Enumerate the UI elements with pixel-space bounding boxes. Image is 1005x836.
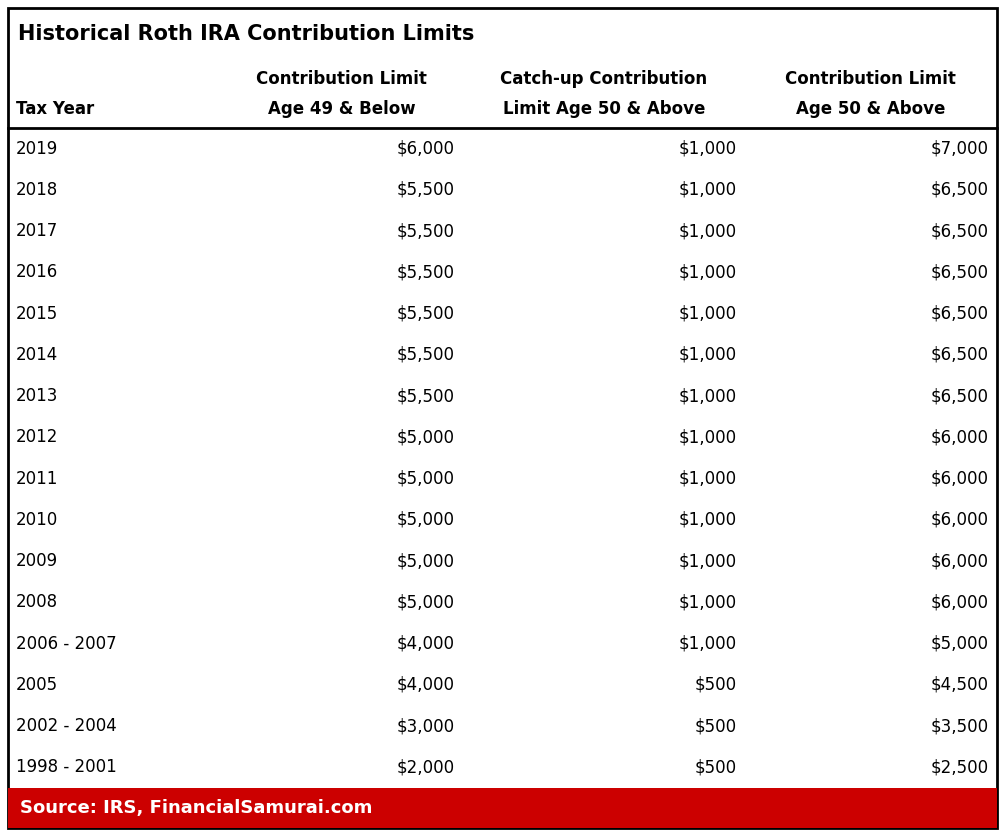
Text: $6,000: $6,000 — [931, 594, 989, 611]
Text: 2013: 2013 — [16, 387, 58, 405]
Text: $5,500: $5,500 — [397, 387, 455, 405]
Text: $5,500: $5,500 — [397, 304, 455, 323]
Text: $6,000: $6,000 — [931, 428, 989, 446]
Text: $1,000: $1,000 — [678, 594, 737, 611]
Text: 2011: 2011 — [16, 470, 58, 487]
Bar — [8, 788, 997, 828]
Text: 2005: 2005 — [16, 675, 58, 694]
Text: $5,500: $5,500 — [397, 222, 455, 240]
Text: $500: $500 — [694, 717, 737, 735]
Text: $5,500: $5,500 — [397, 181, 455, 199]
Text: $500: $500 — [694, 675, 737, 694]
Text: Historical Roth IRA Contribution Limits: Historical Roth IRA Contribution Limits — [18, 24, 474, 44]
Text: $3,000: $3,000 — [397, 717, 455, 735]
Text: Limit Age 50 & Above: Limit Age 50 & Above — [502, 100, 706, 118]
Text: 2016: 2016 — [16, 263, 58, 282]
Text: $5,000: $5,000 — [397, 552, 455, 570]
Text: 1998 - 2001: 1998 - 2001 — [16, 758, 117, 777]
Text: $1,000: $1,000 — [678, 140, 737, 158]
Text: $1,000: $1,000 — [678, 552, 737, 570]
Text: $2,500: $2,500 — [931, 758, 989, 777]
Text: Age 50 & Above: Age 50 & Above — [796, 100, 946, 118]
Text: $7,000: $7,000 — [931, 140, 989, 158]
Text: $4,000: $4,000 — [397, 675, 455, 694]
Text: $1,000: $1,000 — [678, 511, 737, 529]
Text: $500: $500 — [694, 758, 737, 777]
Text: $1,000: $1,000 — [678, 181, 737, 199]
Text: $4,500: $4,500 — [931, 675, 989, 694]
Text: $6,000: $6,000 — [931, 552, 989, 570]
Text: $1,000: $1,000 — [678, 304, 737, 323]
Text: Contribution Limit: Contribution Limit — [256, 70, 427, 88]
Text: $1,000: $1,000 — [678, 387, 737, 405]
Text: $5,000: $5,000 — [397, 511, 455, 529]
Text: Tax Year: Tax Year — [16, 100, 94, 118]
Text: 2012: 2012 — [16, 428, 58, 446]
Text: 2009: 2009 — [16, 552, 58, 570]
Text: 2010: 2010 — [16, 511, 58, 529]
Text: $6,500: $6,500 — [931, 222, 989, 240]
Text: Source: IRS, FinancialSamurai.com: Source: IRS, FinancialSamurai.com — [20, 799, 373, 817]
Text: $6,500: $6,500 — [931, 181, 989, 199]
Text: 2017: 2017 — [16, 222, 58, 240]
Text: Age 49 & Below: Age 49 & Below — [268, 100, 416, 118]
Text: $1,000: $1,000 — [678, 263, 737, 282]
Text: $3,500: $3,500 — [931, 717, 989, 735]
Text: $6,500: $6,500 — [931, 263, 989, 282]
Text: $5,000: $5,000 — [397, 428, 455, 446]
Text: Catch-up Contribution: Catch-up Contribution — [500, 70, 708, 88]
Text: $6,500: $6,500 — [931, 304, 989, 323]
Text: 2008: 2008 — [16, 594, 58, 611]
Text: $1,000: $1,000 — [678, 222, 737, 240]
Text: $2,000: $2,000 — [397, 758, 455, 777]
Text: $1,000: $1,000 — [678, 470, 737, 487]
Text: $6,500: $6,500 — [931, 387, 989, 405]
Text: $5,500: $5,500 — [397, 263, 455, 282]
Text: $6,000: $6,000 — [931, 511, 989, 529]
Text: $5,000: $5,000 — [397, 594, 455, 611]
Text: 2019: 2019 — [16, 140, 58, 158]
Text: $6,500: $6,500 — [931, 346, 989, 364]
Text: $5,000: $5,000 — [931, 635, 989, 653]
Text: 2006 - 2007: 2006 - 2007 — [16, 635, 117, 653]
Text: $1,000: $1,000 — [678, 346, 737, 364]
Text: $1,000: $1,000 — [678, 428, 737, 446]
Text: Contribution Limit: Contribution Limit — [786, 70, 957, 88]
Text: 2015: 2015 — [16, 304, 58, 323]
Text: $4,000: $4,000 — [397, 635, 455, 653]
Text: $5,500: $5,500 — [397, 346, 455, 364]
Text: $6,000: $6,000 — [931, 470, 989, 487]
Text: $6,000: $6,000 — [397, 140, 455, 158]
Text: 2002 - 2004: 2002 - 2004 — [16, 717, 117, 735]
Text: 2014: 2014 — [16, 346, 58, 364]
Text: $1,000: $1,000 — [678, 635, 737, 653]
Text: 2018: 2018 — [16, 181, 58, 199]
Text: $5,000: $5,000 — [397, 470, 455, 487]
